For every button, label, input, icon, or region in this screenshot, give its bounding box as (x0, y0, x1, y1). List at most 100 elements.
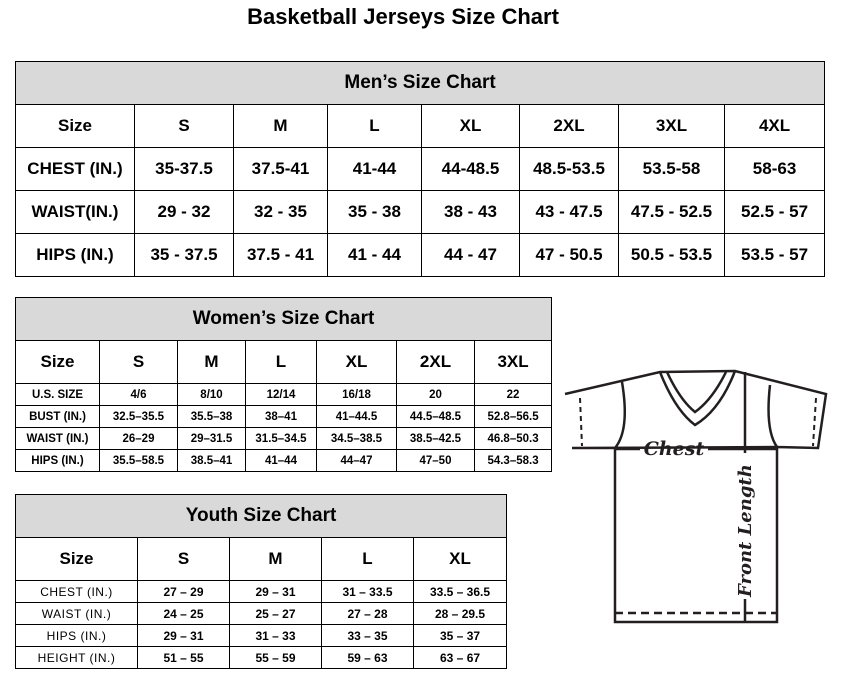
table-cell: 28 – 29.5 (412, 602, 508, 625)
chest-label: Chest (644, 438, 705, 460)
table-cell: 22 (473, 383, 553, 406)
youth-size-table: Youth Size Chart Size S M L XL CHEST (IN.) 27 –… (14, 494, 508, 669)
table-heading: Women’s Size Chart (14, 297, 553, 341)
table-cell: 55 – 59 (229, 646, 322, 669)
table-heading: Youth Size Chart (14, 494, 508, 538)
table-cell: 41 - 44 (327, 233, 422, 277)
table-cell: 38 - 43 (421, 190, 520, 234)
table-cell: S (134, 104, 234, 148)
table-cell: S (137, 537, 230, 581)
table-cell: L (245, 340, 317, 384)
row-label: Size (15, 104, 135, 148)
table-cell: 32.5–35.5 (99, 405, 178, 428)
row-label: BUST (IN.) (15, 405, 100, 428)
table-cell: 44.5–48.5 (396, 405, 475, 428)
table-cell: 37.5 - 41 (233, 233, 328, 277)
table-cell: 3XL (618, 104, 725, 148)
table-cell: 29 – 31 (229, 580, 322, 603)
table-cell: 47–50 (396, 449, 475, 472)
table-row: CHEST (IN.) 35-37.5 37.5-41 41-44 44-48.5 48.… (15, 147, 826, 191)
table-cell: XL (421, 104, 520, 148)
table-cell: 38.5–42.5 (396, 427, 475, 450)
table-row: WAIST (IN.) 24 – 25 25 – 27 27 – 28 28 – 29.… (15, 602, 508, 625)
table-cell: M (229, 537, 322, 581)
table-cell: 20 (396, 383, 475, 406)
table-row: HIPS (IN.) 29 – 31 31 – 33 33 – 35 35 – 37 (15, 624, 508, 647)
row-label: CHEST (IN.) (15, 580, 138, 603)
table-cell: 27 – 29 (137, 580, 230, 603)
table-cell: M (233, 104, 328, 148)
table-cell: 29 - 32 (134, 190, 234, 234)
table-cell: 34.5–38.5 (316, 427, 397, 450)
table-cell: 52.8–56.5 (473, 405, 553, 428)
row-label: CHEST (IN.) (15, 147, 135, 191)
row-label: WAIST (IN.) (15, 427, 100, 450)
womens-size-table: Women’s Size Chart Size S M L XL 2XL 3XL U.S. SI… (14, 297, 553, 472)
table-row: HIPS (IN.) 35 - 37.5 37.5 - 41 41 - 44 44 - … (15, 233, 826, 277)
table-cell: 38.5–41 (177, 449, 246, 472)
table-cell: 35-37.5 (134, 147, 234, 191)
table-cell: 29 – 31 (137, 624, 230, 647)
row-label: U.S. SIZE (15, 383, 100, 406)
table-cell: 44 - 47 (421, 233, 520, 277)
table-row: Size S M L XL 2XL 3XL 4XL (15, 104, 826, 148)
table-cell: M (177, 340, 246, 384)
row-label: WAIST(IN.) (15, 190, 135, 234)
table-cell: 41–44 (245, 449, 317, 472)
row-label: HIPS (IN.) (15, 624, 138, 647)
table-cell: 54.3–58.3 (473, 449, 553, 472)
table-row: U.S. SIZE 4/6 8/10 12/14 16/18 20 22 (15, 383, 553, 406)
row-label: HIPS (IN.) (15, 233, 135, 277)
table-cell: 41–44.5 (316, 405, 397, 428)
table-cell: 12/14 (245, 383, 317, 406)
table-cell: 33 – 35 (321, 624, 414, 647)
jersey-measurement-diagram: Chest Front Length (564, 369, 828, 624)
table-cell: 32 - 35 (233, 190, 328, 234)
table-cell: 37.5-41 (233, 147, 328, 191)
table-cell: 16/18 (316, 383, 397, 406)
page-title: Basketball Jerseys Size Chart (247, 4, 559, 29)
table-cell: 52.5 - 57 (723, 190, 826, 234)
table-cell: 63 – 67 (412, 646, 508, 669)
table-cell: 44–47 (316, 449, 397, 472)
table-cell: L (327, 104, 422, 148)
table-cell: 50.5 - 53.5 (618, 233, 725, 277)
table-cell: 3XL (473, 340, 553, 384)
table-cell: 47 - 50.5 (519, 233, 619, 277)
table-cell: L (321, 537, 414, 581)
table-cell: 53.5 - 57 (723, 233, 826, 277)
table-cell: 51 – 55 (137, 646, 230, 669)
table-cell: XL (316, 340, 397, 384)
table-row: HEIGHT (IN.) 51 – 55 55 – 59 59 – 63 63 – 67 (15, 646, 508, 669)
table-cell: 27 – 28 (321, 602, 414, 625)
table-row: WAIST (IN.) 26–29 29–31.5 31.5–34.5 34.5–38.… (15, 427, 553, 450)
row-label: HIPS (IN.) (15, 449, 100, 472)
table-cell: 35.5–58.5 (99, 449, 178, 472)
table-row: HIPS (IN.) 35.5–58.5 38.5–41 41–44 44–47 47–5… (15, 449, 553, 472)
table-cell: 43 - 47.5 (519, 190, 619, 234)
table-cell: 35 - 38 (327, 190, 422, 234)
table-cell: 2XL (519, 104, 619, 148)
table-cell: 31.5–34.5 (245, 427, 317, 450)
table-cell: 8/10 (177, 383, 246, 406)
table-cell: 35 – 37 (412, 624, 508, 647)
table-cell: 53.5-58 (618, 147, 725, 191)
row-label: Size (15, 340, 100, 384)
table-cell: 58-63 (723, 147, 826, 191)
table-cell: 4/6 (99, 383, 178, 406)
table-cell: 26–29 (99, 427, 178, 450)
table-cell: 25 – 27 (229, 602, 322, 625)
table-cell: 29–31.5 (177, 427, 246, 450)
table-row: BUST (IN.) 32.5–35.5 35.5–38 38–41 41–44.5 44… (15, 405, 553, 428)
table-cell: 46.8–50.3 (473, 427, 553, 450)
table-cell: 31 – 33 (229, 624, 322, 647)
table-cell: 24 – 25 (137, 602, 230, 625)
table-row: Size S M L XL (15, 537, 508, 581)
table-cell: 31 – 33.5 (321, 580, 414, 603)
row-label: WAIST (IN.) (15, 602, 138, 625)
jersey-outline-icon (564, 369, 828, 624)
table-cell: 2XL (396, 340, 475, 384)
front-length-label: Front Length (735, 464, 756, 598)
table-cell: 59 – 63 (321, 646, 414, 669)
table-row: CHEST (IN.) 27 – 29 29 – 31 31 – 33.5 33.5 –… (15, 580, 508, 603)
